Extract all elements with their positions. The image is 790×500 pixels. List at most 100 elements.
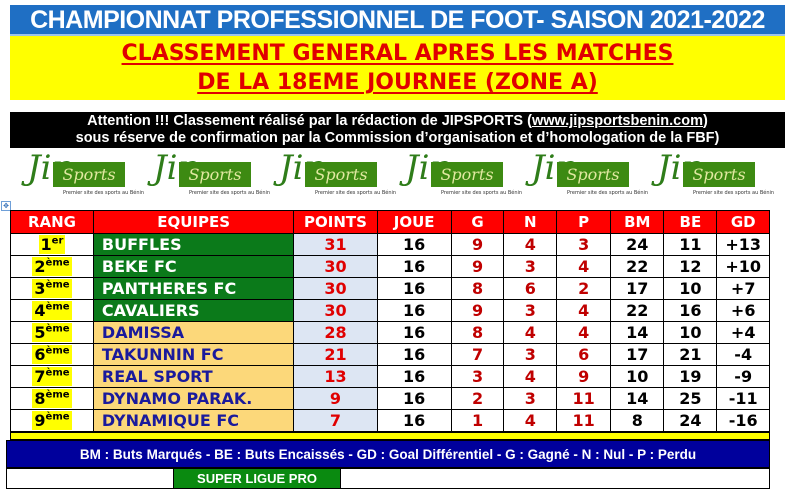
notice-suffix: ) — [703, 113, 708, 129]
goals-for: 17 — [610, 343, 665, 366]
team-name: TAKUNNIN FC — [92, 343, 295, 366]
goal-difference: +10 — [716, 255, 770, 278]
points: 30 — [293, 277, 378, 300]
played: 16 — [376, 255, 452, 278]
column-header-p: P — [556, 210, 612, 234]
jipsports-logo: Jip Sports Premier site des sports au Bé… — [403, 148, 522, 198]
column-header-bm: BM — [610, 210, 665, 234]
table-row: 3ème PANTHERES FC 30 16 8 6 2 17 10 +7 — [10, 277, 770, 300]
table-row: 6ème TAKUNNIN FC 21 16 7 3 6 17 21 -4 — [10, 343, 770, 366]
team-name: DAMISSA — [92, 321, 295, 344]
column-header-gd: GD — [716, 210, 770, 234]
table-header-row: RANG EQUIPES POINTS JOUE G N P BM BE GD — [10, 210, 770, 234]
rank-cell: 6ème — [10, 343, 94, 366]
goals-against: 10 — [663, 321, 718, 344]
goals-for: 8 — [610, 409, 665, 432]
goal-difference: +7 — [716, 277, 770, 300]
team-name: BEKE FC — [92, 255, 295, 278]
page-title: CHAMPIONNAT PROFESSIONNEL DE FOOT- SAISO… — [10, 5, 785, 36]
goals-against: 16 — [663, 299, 718, 322]
wins: 3 — [450, 365, 505, 388]
table-row: 1er BUFFLES 31 16 9 4 3 24 11 +13 — [10, 233, 770, 256]
losses: 2 — [556, 277, 612, 300]
points: 30 — [293, 299, 378, 322]
rank: 4 — [34, 301, 46, 320]
team-name: BUFFLES — [92, 233, 295, 256]
standings-table: RANG EQUIPES POINTS JOUE G N P BM BE GD 1er BUFFL… — [10, 210, 770, 432]
rank-cell: 8ème — [10, 387, 94, 410]
draws: 4 — [503, 409, 558, 432]
team-name: PANTHERES FC — [92, 277, 295, 300]
played: 16 — [376, 365, 452, 388]
draws: 3 — [503, 343, 558, 366]
subtitle-line-1: CLASSEMENT GENERAL APRES LES MATCHES — [121, 41, 674, 66]
rank-suffix: er — [51, 235, 64, 247]
draws: 4 — [503, 365, 558, 388]
wins: 7 — [450, 343, 505, 366]
goals-for: 22 — [610, 299, 665, 322]
played: 16 — [376, 277, 452, 300]
column-header-rang: RANG — [10, 210, 94, 234]
logo-tagline: Premier site des sports au Bénin — [567, 190, 649, 196]
rank: 7 — [34, 367, 46, 386]
rank-suffix: ème — [45, 279, 70, 291]
played: 16 — [376, 233, 452, 256]
losses: 11 — [556, 409, 612, 432]
team-name: DYNAMIQUE FC — [92, 409, 295, 432]
losses: 9 — [556, 365, 612, 388]
rank-suffix: ème — [45, 345, 70, 357]
subtitle: CLASSEMENT GENERAL APRES LES MATCHES DE … — [10, 36, 785, 100]
rank-cell: 1er — [10, 233, 94, 256]
move-handle-icon[interactable]: ✥ — [1, 201, 11, 211]
team-name: REAL SPORT — [92, 365, 295, 388]
table-row: 9ème DYNAMIQUE FC 7 16 1 4 11 8 24 -16 — [10, 409, 770, 432]
table-row: 4ème CAVALIERS 30 16 9 3 4 22 16 +6 — [10, 299, 770, 322]
points: 28 — [293, 321, 378, 344]
logo-sports: Sports — [305, 162, 377, 187]
played: 16 — [376, 387, 452, 410]
draws: 3 — [503, 387, 558, 410]
notice-banner: Attention !!! Classement réalisé par la … — [10, 112, 785, 148]
column-header-equipes: EQUIPES — [92, 210, 295, 234]
logo-tagline: Premier site des sports au Bénin — [315, 190, 397, 196]
played: 16 — [376, 343, 452, 366]
goal-difference: -11 — [716, 387, 770, 410]
wins: 9 — [450, 299, 505, 322]
goals-for: 14 — [610, 321, 665, 344]
jipsports-logo: Jip Sports Premier site des sports au Bé… — [151, 148, 270, 198]
goals-for: 14 — [610, 387, 665, 410]
super-ligue-label: SUPER LIGUE PRO — [173, 468, 341, 489]
rank-suffix: ème — [45, 257, 70, 269]
goals-against: 11 — [663, 233, 718, 256]
wins: 8 — [450, 277, 505, 300]
goal-difference: +4 — [716, 321, 770, 344]
website-link[interactable]: www.jipsportsbenin.com — [531, 113, 703, 129]
wins: 8 — [450, 321, 505, 344]
rank: 2 — [34, 257, 46, 276]
goals-against: 12 — [663, 255, 718, 278]
column-header-g: G — [450, 210, 505, 234]
abbreviation-legend: BM : Buts Marqués - BE : Buts Encaissés … — [6, 440, 770, 468]
column-header-n: N — [503, 210, 558, 234]
draws: 4 — [503, 321, 558, 344]
goal-difference: -4 — [716, 343, 770, 366]
table-row: 7ème REAL SPORT 13 16 3 4 9 10 19 -9 — [10, 365, 770, 388]
rank-cell: 5ème — [10, 321, 94, 344]
draws: 6 — [503, 277, 558, 300]
rank-cell: 9ème — [10, 409, 94, 432]
points: 30 — [293, 255, 378, 278]
jipsports-logo: Jip Sports Premier site des sports au Bé… — [277, 148, 396, 198]
rank: 1 — [40, 235, 52, 254]
rank-cell: 2ème — [10, 255, 94, 278]
team-name: CAVALIERS — [92, 299, 295, 322]
logo-tagline: Premier site des sports au Bénin — [63, 190, 145, 196]
rank: 5 — [34, 323, 46, 342]
team-name: DYNAMO PARAK. — [92, 387, 295, 410]
played: 16 — [376, 409, 452, 432]
column-header-points: POINTS — [293, 210, 378, 234]
rank-suffix: ème — [45, 411, 70, 423]
column-header-joue: JOUE — [376, 210, 452, 234]
rank-suffix: ème — [45, 389, 70, 401]
points: 7 — [293, 409, 378, 432]
draws: 3 — [503, 255, 558, 278]
